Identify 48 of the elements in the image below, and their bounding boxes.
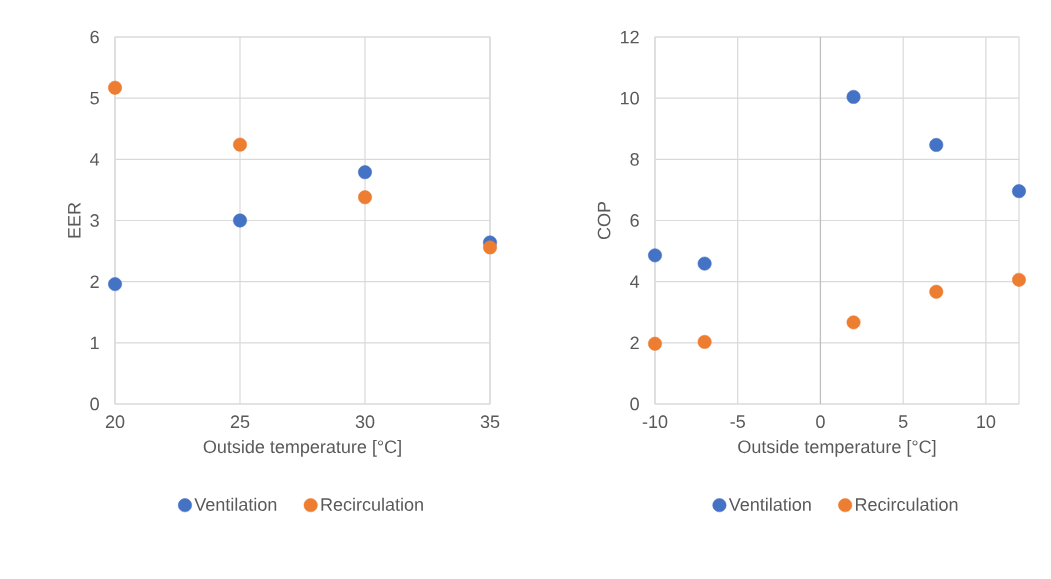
y-tick-label: 0 [630,397,639,411]
point [846,315,861,330]
legend-label: Recirculation [321,497,423,511]
y-tick-label: 5 [90,91,99,105]
point [108,80,122,95]
x-tick-label: 20 [105,415,125,429]
point [648,248,662,263]
point [483,240,497,255]
y-tick-label: 8 [630,152,639,166]
point [108,277,122,292]
y-tick-label: 3 [90,214,99,227]
y-tick-label: 2 [90,275,99,288]
x-tick-label: -5 [730,415,745,428]
point [233,137,247,152]
point [929,284,944,299]
point [358,165,372,180]
y-tick-label: 4 [630,275,640,288]
x-tick-label: 5 [898,415,908,428]
x-axis-title: Outside temperature [°C] [203,439,401,457]
x-tick-label: 30 [355,415,375,429]
x-tick-label: 0 [816,415,825,429]
point [697,334,712,349]
legend-label: Recirculation [855,497,958,511]
y-tick-label: 6 [90,30,99,44]
y-tick-label: 1 [91,336,99,350]
y-tick-label: 2 [630,336,639,350]
x-tick-label: 35 [480,415,500,429]
x-axis-title: Outside temperature [°C] [738,439,936,457]
y-tick-label: 4 [90,153,100,166]
point [233,213,247,228]
point [648,336,662,351]
legend-label: Ventilation [194,497,277,511]
point [1012,184,1026,199]
x-tick-label: 10 [977,415,996,429]
point [1012,272,1026,287]
point [697,256,712,271]
point [929,138,944,152]
y-axis-title: COP [597,201,611,240]
y-tick-label: 12 [620,30,639,44]
legend-label: Ventilation [728,497,811,511]
y-axis-title: EER [68,202,81,238]
x-tick-label: 25 [230,415,250,429]
y-tick-label: 10 [620,91,639,105]
y-tick-label: 6 [630,214,639,227]
point [358,190,372,205]
x-tick-label: -10 [642,415,668,429]
y-tick-label: 0 [90,397,99,411]
point [846,90,861,104]
